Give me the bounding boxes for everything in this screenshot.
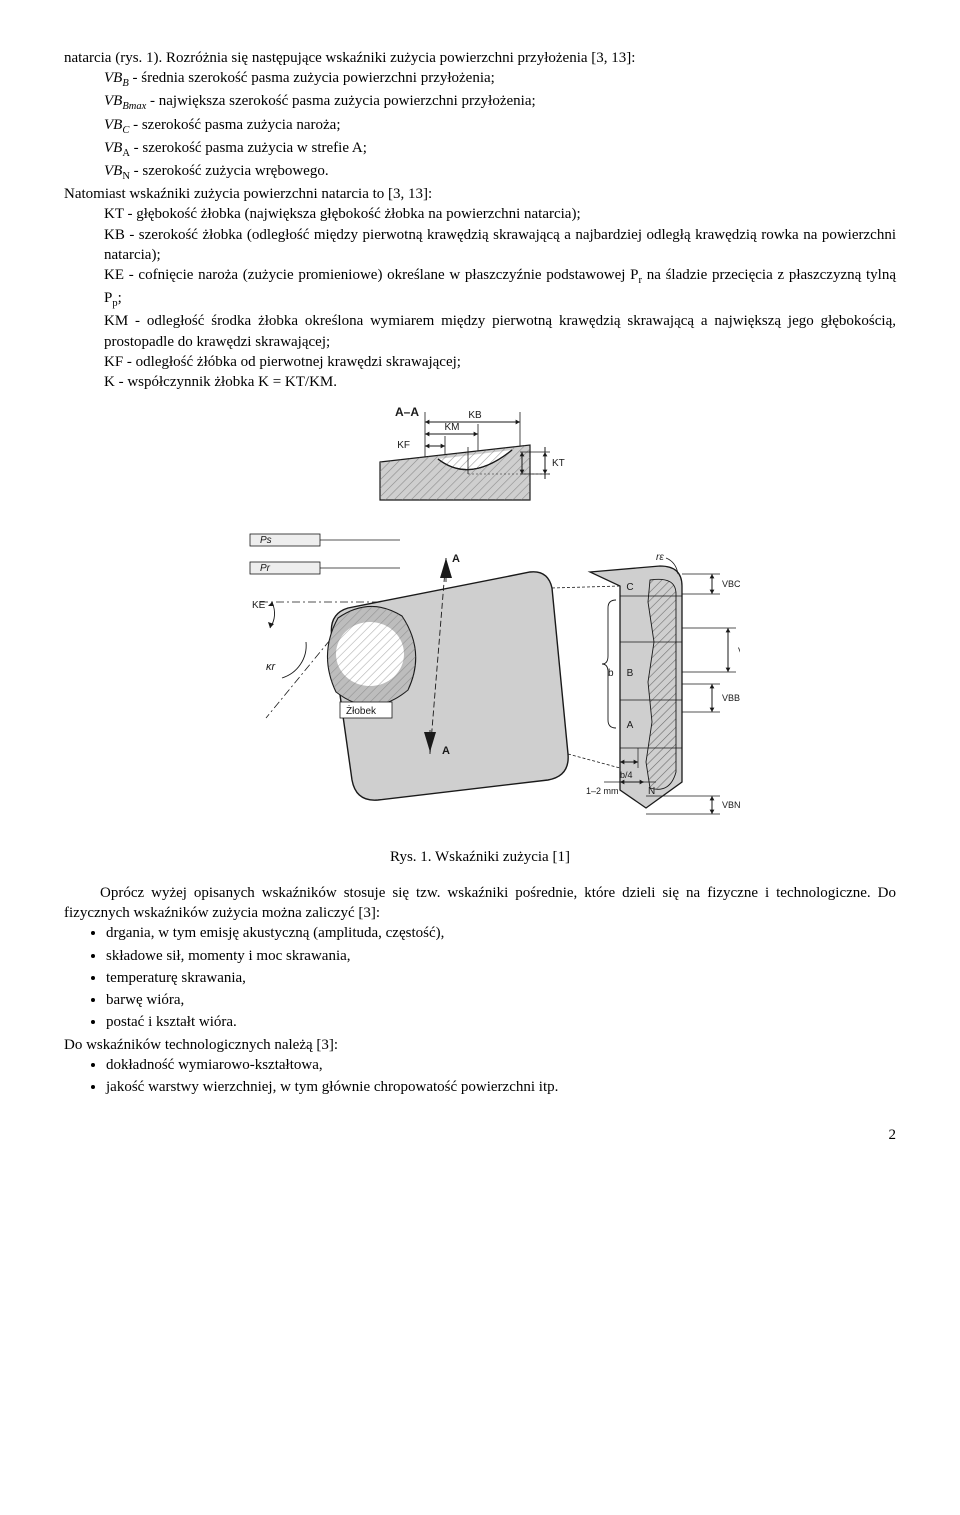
svg-text:KT: KT (552, 458, 565, 469)
indirect-indicators-intro: Oprócz wyżej opisanych wskaźników stosuj… (64, 883, 896, 924)
svg-text:N: N (648, 786, 655, 797)
flank-wear-definitions: VBB - średnia szerokość pasma zużycia po… (64, 68, 896, 184)
flank-def-item: VBN - szerokość zużycia wrębowego. (104, 161, 896, 184)
rake-def-item: KF - odległość żłóbka od pierwotnej kraw… (104, 352, 896, 372)
physical-indicator-item: temperaturę skrawania, (106, 968, 896, 988)
figure-caption: Rys. 1. Wskaźniki zużycia [1] (64, 847, 896, 867)
flank-def-item: VBB - średnia szerokość pasma zużycia po… (104, 68, 896, 91)
rake-def-item: KM - odległość środka żłobka określona w… (104, 311, 896, 352)
rake-wear-definitions: KT - głębokość żłobka (największa głębok… (64, 204, 896, 392)
tech-indicators-intro: Do wskaźników technologicznych należą [3… (64, 1035, 896, 1055)
svg-text:rε: rε (656, 552, 664, 563)
svg-text:KM: KM (445, 422, 460, 433)
physical-indicator-item: postać i kształt wióra. (106, 1012, 896, 1032)
svg-text:Pr: Pr (260, 563, 271, 574)
svg-text:C: C (626, 582, 633, 593)
tech-indicators-list: dokładność wymiarowo-kształtowa,jakość w… (88, 1055, 896, 1098)
tech-indicator-item: dokładność wymiarowo-kształtowa, (106, 1055, 896, 1075)
svg-text:b: b (608, 668, 614, 679)
svg-text:VBN: VBN (722, 800, 740, 810)
svg-text:1–2 mm: 1–2 mm (586, 786, 619, 796)
svg-text:VBBmax: VBBmax (738, 646, 740, 656)
svg-text:VBB: VBB (722, 693, 740, 703)
svg-text:VBC: VBC (722, 579, 740, 589)
rake-def-item: KB - szerokość żłobka (odległość między … (104, 225, 896, 266)
svg-text:κr: κr (266, 661, 277, 673)
flank-def-item: VBC - szerokość pasma zużycia naroża; (104, 115, 896, 138)
svg-text:b/4: b/4 (620, 770, 633, 780)
flank-def-item: VBBmax - największa szerokość pasma zuży… (104, 91, 896, 114)
rake-intro: Natomiast wskaźniki zużycia powierzchni … (64, 184, 896, 204)
svg-text:A–A: A–A (395, 405, 419, 419)
rake-def-item: KE - cofnięcie naroża (zużycie promienio… (104, 265, 896, 311)
svg-text:B: B (627, 668, 634, 679)
svg-text:Ps: Ps (260, 535, 272, 546)
physical-indicator-item: składowe sił, momenty i moc skrawania, (106, 946, 896, 966)
rake-def-item: KT - głębokość żłobka (największa głębok… (104, 204, 896, 224)
intro-text: natarcia (rys. 1). Rozróżnia się następu… (64, 48, 896, 68)
svg-text:A: A (627, 720, 634, 731)
figure-wear-indicators: A–A KB KM KF KT Ps Pr KE κr Żłobek A A Cb B Arε VBC VBBm… (64, 402, 896, 838)
physical-indicator-item: barwę wióra, (106, 990, 896, 1010)
svg-text:A: A (442, 745, 450, 757)
physical-indicator-item: drgania, w tym emisję akustyczną (amplit… (106, 923, 896, 943)
svg-text:KB: KB (468, 410, 482, 421)
tech-indicator-item: jakość warstwy wierzchniej, w tym główni… (106, 1077, 896, 1097)
physical-indicators-list: drgania, w tym emisję akustyczną (amplit… (88, 923, 896, 1032)
svg-text:A: A (452, 553, 460, 565)
svg-text:KE: KE (252, 600, 266, 611)
svg-text:KF: KF (397, 440, 410, 451)
wear-diagram-svg: A–A KB KM KF KT Ps Pr KE κr Żłobek A A Cb B Arε VBC VBBm… (220, 402, 740, 832)
page-number: 2 (64, 1125, 896, 1145)
rake-def-item: K - współczynnik żłobka K = KT/KM. (104, 372, 896, 392)
svg-text:Żłobek: Żłobek (346, 704, 377, 717)
flank-def-item: VBA - szerokość pasma zużycia w strefie … (104, 138, 896, 161)
